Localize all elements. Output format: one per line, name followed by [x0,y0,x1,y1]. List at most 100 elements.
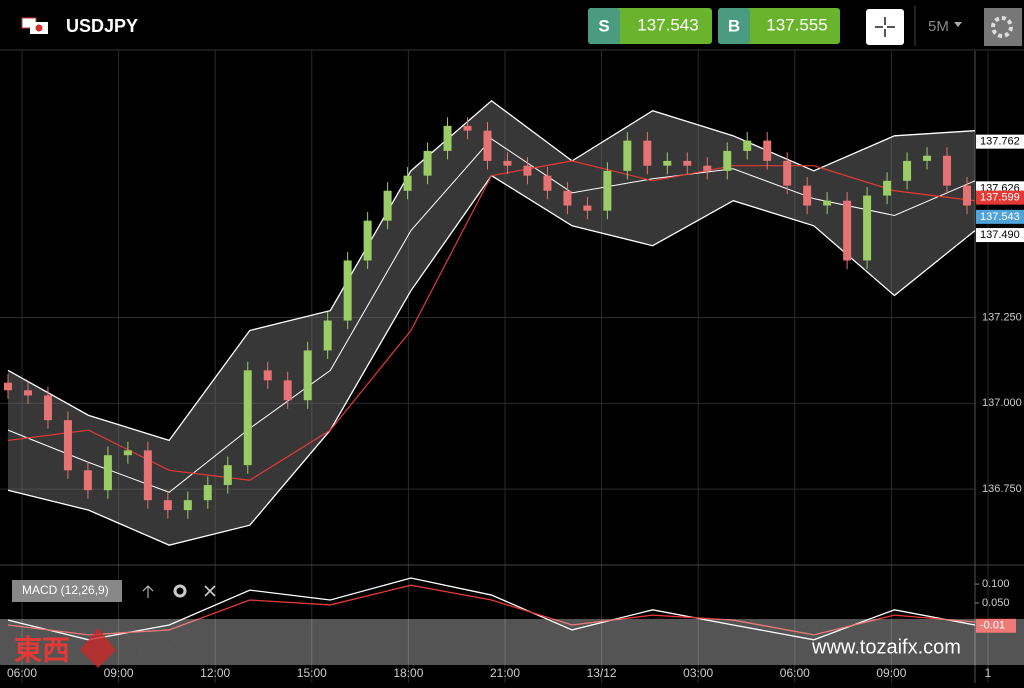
candle-body [183,500,192,511]
candle-body [203,485,212,501]
candle-body [283,380,292,401]
x-tick-label: 13/12 [587,666,617,680]
buy-button[interactable]: B 137.555 [718,8,840,44]
settings-button[interactable] [984,8,1022,46]
macd-last-bg [976,618,1016,633]
candle-body [363,220,372,261]
x-tick-label: 09:00 [876,666,906,680]
candle-body [103,455,112,491]
x-tick-label: 21:00 [490,666,520,680]
candle-body [243,370,252,466]
candle-body [783,160,792,186]
plot: 06:00 09:00 12:00 15:00 18:00 21:00 13/12 03:00… [0,51,1024,683]
candle-body [823,200,832,206]
candle-body [63,420,72,471]
crosshair-button[interactable] [866,9,904,45]
candle-body [683,160,692,166]
price-label: 137.762 [980,136,1020,148]
candle-body [343,260,352,321]
candle-body [383,190,392,221]
candle-body [603,170,612,211]
buy-tag[interactable] [718,8,750,44]
watermark-url: www.tozaifx.com [811,636,961,658]
sell-tag[interactable] [588,8,620,44]
price-label-bg [976,209,1024,224]
crosshair-icon[interactable] [875,17,895,37]
price-label: 137.599 [980,192,1020,204]
candle-body [763,140,772,161]
candle-body [423,150,432,176]
macd-tick-label: 0.100 [982,578,1010,590]
macd-up-button[interactable] [142,585,154,598]
candle-body [943,155,952,186]
candle-body [263,370,272,381]
x-tick-label: 1 [985,666,992,680]
candle-body [163,500,172,511]
flag-jp-dot [35,24,43,32]
x-tick-label: 06:00 [7,666,37,680]
candle-body [563,190,572,206]
candle-body [623,140,632,171]
candle-body [703,165,712,171]
candle-body [843,200,852,261]
candle-body [43,395,52,421]
candle-body [903,160,912,181]
candle-body [723,150,732,171]
candle-body [803,185,812,206]
candle-body [583,205,592,211]
y-tick-label: 137.250 [982,311,1022,323]
macd-macd_values [7,577,976,641]
macd-title-bg [12,580,122,602]
macd-title: MACD (12,26,9) [22,583,109,597]
watermark-logo [80,628,116,668]
x-tick-label: 06:00 [780,666,810,680]
sell-price[interactable]: 137.543 [637,15,698,34]
candle-body [443,125,452,151]
macd-close-button[interactable] [204,585,216,597]
buy-price[interactable]: 137.555 [766,15,827,34]
candle-body [543,175,552,191]
candle-body [863,195,872,261]
macd-tick-label: 0.050 [982,597,1010,609]
x-tick-label: 12:00 [200,666,230,680]
timeframe-arrow[interactable] [954,22,962,27]
timeframe[interactable]: 5M [928,18,949,35]
symbol: USDJPY [66,16,138,36]
crosshair-bg[interactable] [866,9,904,45]
sell-button[interactable]: S 137.543 [588,8,712,44]
candle-body [143,450,152,501]
x-tick-label: 15:00 [297,666,327,680]
macd-last-label: -0.01 [980,620,1005,632]
macd-settings-button[interactable] [173,584,187,598]
price-label-bg [976,228,1024,243]
candle-body [663,160,672,166]
buy-label[interactable]: B [728,16,740,35]
price-label: 137.543 [980,211,1020,223]
band-ma [7,160,976,481]
watermark-cjk: 東西 [14,634,70,665]
candle-body [523,165,532,176]
candle-body [743,140,752,151]
candle-body [883,180,892,196]
settings-icon[interactable] [991,16,1013,38]
candle-body [303,350,312,401]
candle-body [323,320,332,351]
x-tick-label: 03:00 [683,666,713,680]
candle-body [23,390,32,396]
watermark-bar [0,619,1024,665]
candle-body [403,175,412,191]
band-upper [7,99,976,442]
price-label-bg [976,134,1024,149]
sell-label[interactable]: S [598,16,609,35]
candle-body [963,185,971,206]
y-tick-label: 136.750 [982,483,1022,495]
candle-body [123,450,132,456]
price-label: 137.490 [980,229,1020,241]
watermark-fx: FX [136,631,180,669]
y-tick-label: 137.000 [982,397,1022,409]
candle-body [643,140,652,166]
candle-body [503,160,512,166]
header: USDJPY S 137.543 B 137.555 5M [0,6,1024,51]
